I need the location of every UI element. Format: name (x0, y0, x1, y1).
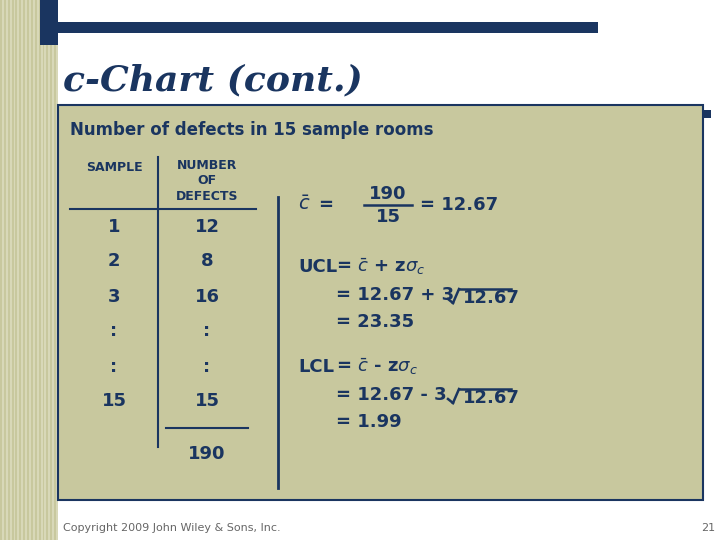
Bar (48, 0, 50, 540)
Text: = $\bar{c}$ + z$\sigma_c$: = $\bar{c}$ + z$\sigma_c$ (336, 256, 426, 278)
Bar (40, 0, 42, 540)
Bar (39, 0, 40, 540)
Text: $\bar{c}$: $\bar{c}$ (298, 195, 310, 214)
Text: 3: 3 (108, 287, 120, 306)
Text: 8: 8 (201, 253, 213, 271)
Text: = 12.67: = 12.67 (420, 196, 498, 214)
Bar (46, 0, 48, 540)
Bar (50, 0, 52, 540)
Text: = $\bar{c}$ - z$\sigma_c$: = $\bar{c}$ - z$\sigma_c$ (336, 357, 418, 377)
Bar (29, 0, 31, 540)
Bar (42, 0, 45, 540)
Text: = 1.99: = 1.99 (336, 413, 402, 431)
Bar (0, 0, 2, 540)
Bar (35, 0, 37, 540)
Bar (27, 0, 29, 540)
Text: 12.67: 12.67 (463, 389, 520, 407)
Bar (4, 0, 6, 540)
Text: = 12.67 - 3: = 12.67 - 3 (336, 386, 446, 404)
Text: NUMBER
OF
DEFECTS: NUMBER OF DEFECTS (176, 159, 238, 203)
Bar (2, 0, 4, 540)
Bar (31, 0, 33, 540)
Bar (17, 0, 19, 540)
Bar (22, 0, 23, 540)
Text: 21: 21 (701, 523, 715, 533)
Bar (9, 0, 12, 540)
Text: Number of defects in 15 sample rooms: Number of defects in 15 sample rooms (70, 121, 433, 139)
Text: Copyright 2009 John Wiley & Sons, Inc.: Copyright 2009 John Wiley & Sons, Inc. (63, 523, 281, 533)
Text: LCL: LCL (298, 358, 334, 376)
Text: 15: 15 (194, 393, 220, 410)
Bar (14, 0, 15, 540)
Text: 1: 1 (108, 218, 120, 235)
Text: 12.67: 12.67 (463, 289, 520, 307)
Bar (37, 0, 39, 540)
Text: UCL: UCL (298, 258, 337, 276)
Text: =: = (318, 196, 333, 214)
Bar (12, 0, 14, 540)
Bar (6, 0, 8, 540)
Bar (40, 0, 58, 45)
Bar (56, 0, 58, 540)
Bar (19, 0, 22, 540)
Text: = 12.67 + 3: = 12.67 + 3 (336, 286, 454, 304)
Bar (53, 0, 54, 540)
Text: 190: 190 (188, 445, 226, 463)
Bar (33, 0, 35, 540)
Text: 12: 12 (194, 218, 220, 235)
Text: :: : (204, 322, 210, 341)
Bar (54, 0, 56, 540)
Bar (58, 22, 598, 33)
Bar (45, 0, 46, 540)
Text: 15: 15 (102, 393, 127, 410)
Bar (23, 0, 25, 540)
Bar (8, 0, 9, 540)
Text: 190: 190 (369, 185, 407, 203)
Text: :: : (110, 357, 117, 375)
Bar (58, 105, 703, 500)
Text: SAMPLE: SAMPLE (86, 161, 143, 174)
Text: = 23.35: = 23.35 (336, 313, 414, 331)
Text: :: : (204, 357, 210, 375)
Text: 2: 2 (108, 253, 120, 271)
Text: 16: 16 (194, 287, 220, 306)
Text: c-Chart (cont.): c-Chart (cont.) (63, 63, 363, 97)
Bar (25, 0, 27, 540)
Text: 15: 15 (376, 208, 400, 226)
Bar (15, 0, 17, 540)
Bar (703, 110, 711, 118)
Text: :: : (110, 322, 117, 341)
